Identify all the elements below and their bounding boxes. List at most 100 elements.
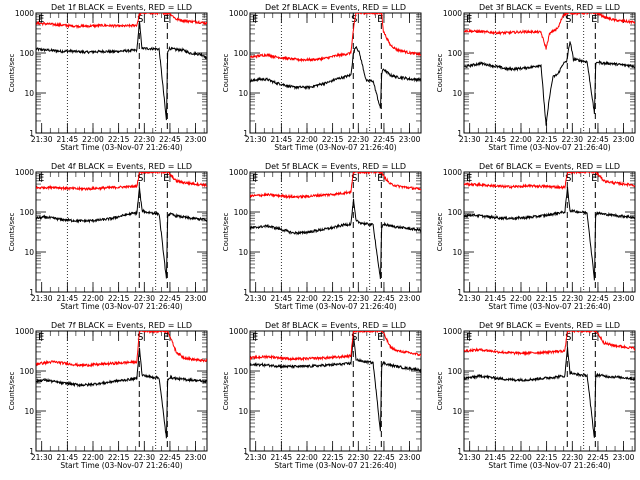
x-tick-label: 22:30 bbox=[561, 453, 583, 462]
y-axis-label: Counts/sec bbox=[8, 213, 16, 252]
panel-title: Det 5f BLACK = Events, RED = LLD bbox=[265, 162, 406, 171]
x-axis-label: Start Time (03-Nov-07 21:26:40) bbox=[274, 143, 396, 152]
x-tick-label: 21:45 bbox=[485, 294, 507, 303]
saa-start-marker: S bbox=[137, 332, 143, 343]
saa-end-marker: E bbox=[377, 332, 383, 343]
lld-trace bbox=[36, 172, 207, 192]
plot-frame bbox=[249, 330, 422, 452]
x-tick-label: 23:00 bbox=[185, 135, 207, 144]
x-tick-label: 22:15 bbox=[322, 135, 344, 144]
plot-frame bbox=[463, 171, 636, 293]
corner-marker: E bbox=[252, 173, 258, 184]
y-tick-label: 10 bbox=[24, 407, 34, 416]
x-axis-label: Start Time (03-Nov-07 21:26:40) bbox=[60, 461, 182, 470]
y-tick-label: 1 bbox=[29, 447, 34, 456]
x-tick-label: 23:00 bbox=[613, 453, 635, 462]
traces bbox=[464, 331, 635, 438]
x-tick-label: 22:45 bbox=[159, 453, 181, 462]
y-tick-label: 10 bbox=[24, 89, 34, 98]
panel-1: Det 1f BLACK = Events, RED = LLD 1 10 100 10… bbox=[8, 3, 208, 152]
saa-start-marker: S bbox=[351, 173, 357, 184]
plot-frame bbox=[35, 330, 208, 452]
y-tick-label: 10 bbox=[452, 89, 462, 98]
x-tick-label: 22:00 bbox=[82, 135, 104, 144]
corner-marker: E bbox=[466, 332, 472, 343]
lld-trace bbox=[250, 172, 421, 200]
x-tick-label: 22:30 bbox=[347, 453, 369, 462]
y-axis-label: Counts/sec bbox=[222, 372, 230, 411]
x-tick-label: 21:30 bbox=[31, 294, 53, 303]
y-tick-label: 10 bbox=[238, 407, 248, 416]
x-tick-label: 22:15 bbox=[322, 294, 344, 303]
x-tick-label: 22:30 bbox=[347, 294, 369, 303]
x-axis-label: Start Time (03-Nov-07 21:26:40) bbox=[488, 143, 610, 152]
y-tick-label: 10 bbox=[452, 248, 462, 257]
traces bbox=[250, 13, 421, 109]
y-tick-label: 1 bbox=[457, 129, 462, 138]
x-tick-label: 22:45 bbox=[373, 135, 395, 144]
corner-marker: E bbox=[252, 332, 258, 343]
y-tick-label: 1000 bbox=[443, 9, 462, 18]
lld-trace bbox=[464, 172, 635, 190]
corner-marker: E bbox=[466, 173, 472, 184]
x-axis-label: Start Time (03-Nov-07 21:26:40) bbox=[60, 302, 182, 311]
x-tick-label: 21:30 bbox=[459, 453, 481, 462]
panel-title: Det 4f BLACK = Events, RED = LLD bbox=[51, 162, 192, 171]
x-tick-label: 22:00 bbox=[82, 294, 104, 303]
x-axis-label: Start Time (03-Nov-07 21:26:40) bbox=[488, 461, 610, 470]
x-tick-label: 22:30 bbox=[347, 135, 369, 144]
x-axis-label: Start Time (03-Nov-07 21:26:40) bbox=[60, 143, 182, 152]
x-tick-label: 22:45 bbox=[159, 294, 181, 303]
y-tick-label: 1000 bbox=[229, 327, 248, 336]
y-tick-label: 100 bbox=[20, 49, 35, 58]
panel-title: Det 7f BLACK = Events, RED = LLD bbox=[51, 321, 192, 330]
lld-trace bbox=[464, 331, 635, 357]
saa-end-marker: E bbox=[591, 173, 597, 184]
events-trace bbox=[36, 187, 207, 279]
events-trace bbox=[250, 334, 421, 432]
panel-title: Det 2f BLACK = Events, RED = LLD bbox=[265, 3, 406, 12]
y-tick-label: 100 bbox=[448, 367, 463, 376]
plot-frame bbox=[35, 171, 208, 293]
lld-trace bbox=[250, 331, 421, 362]
corner-marker: E bbox=[252, 14, 258, 25]
y-tick-label: 100 bbox=[20, 367, 35, 376]
y-axis-label: Counts/sec bbox=[8, 54, 16, 93]
x-tick-label: 22:00 bbox=[510, 294, 532, 303]
y-tick-label: 1000 bbox=[229, 9, 248, 18]
plot-frame bbox=[35, 12, 208, 134]
panel-4: Det 4f BLACK = Events, RED = LLD 1 10 100 10… bbox=[8, 162, 208, 311]
x-tick-label: 22:30 bbox=[133, 453, 155, 462]
x-tick-label: 22:45 bbox=[373, 453, 395, 462]
x-tick-label: 22:30 bbox=[133, 135, 155, 144]
y-tick-label: 1 bbox=[457, 447, 462, 456]
y-tick-label: 1000 bbox=[443, 327, 462, 336]
x-tick-label: 22:45 bbox=[587, 453, 609, 462]
x-tick-label: 22:45 bbox=[159, 135, 181, 144]
y-tick-label: 1 bbox=[457, 288, 462, 297]
y-tick-label: 100 bbox=[448, 49, 463, 58]
y-tick-label: 10 bbox=[238, 89, 248, 98]
plot-frame bbox=[249, 171, 422, 293]
x-tick-label: 23:00 bbox=[185, 294, 207, 303]
traces bbox=[36, 172, 207, 279]
traces bbox=[36, 331, 207, 439]
plot-frame bbox=[249, 12, 422, 134]
saa-end-marker: E bbox=[163, 332, 169, 343]
lld-trace bbox=[250, 13, 421, 63]
x-tick-label: 21:45 bbox=[271, 453, 293, 462]
events-trace bbox=[464, 186, 635, 281]
saa-start-marker: S bbox=[565, 332, 571, 343]
panel-title: Det 9f BLACK = Events, RED = LLD bbox=[479, 321, 620, 330]
traces bbox=[250, 172, 421, 280]
x-tick-label: 21:30 bbox=[459, 135, 481, 144]
x-tick-label: 21:45 bbox=[271, 294, 293, 303]
corner-marker: E bbox=[38, 14, 44, 25]
x-tick-label: 22:00 bbox=[296, 135, 318, 144]
lld-trace bbox=[36, 13, 207, 30]
events-trace bbox=[250, 198, 421, 280]
y-tick-label: 1 bbox=[29, 288, 34, 297]
saa-start-marker: S bbox=[137, 14, 143, 25]
panel-2: Det 2f BLACK = Events, RED = LLD 1 10 100 10… bbox=[222, 3, 422, 152]
